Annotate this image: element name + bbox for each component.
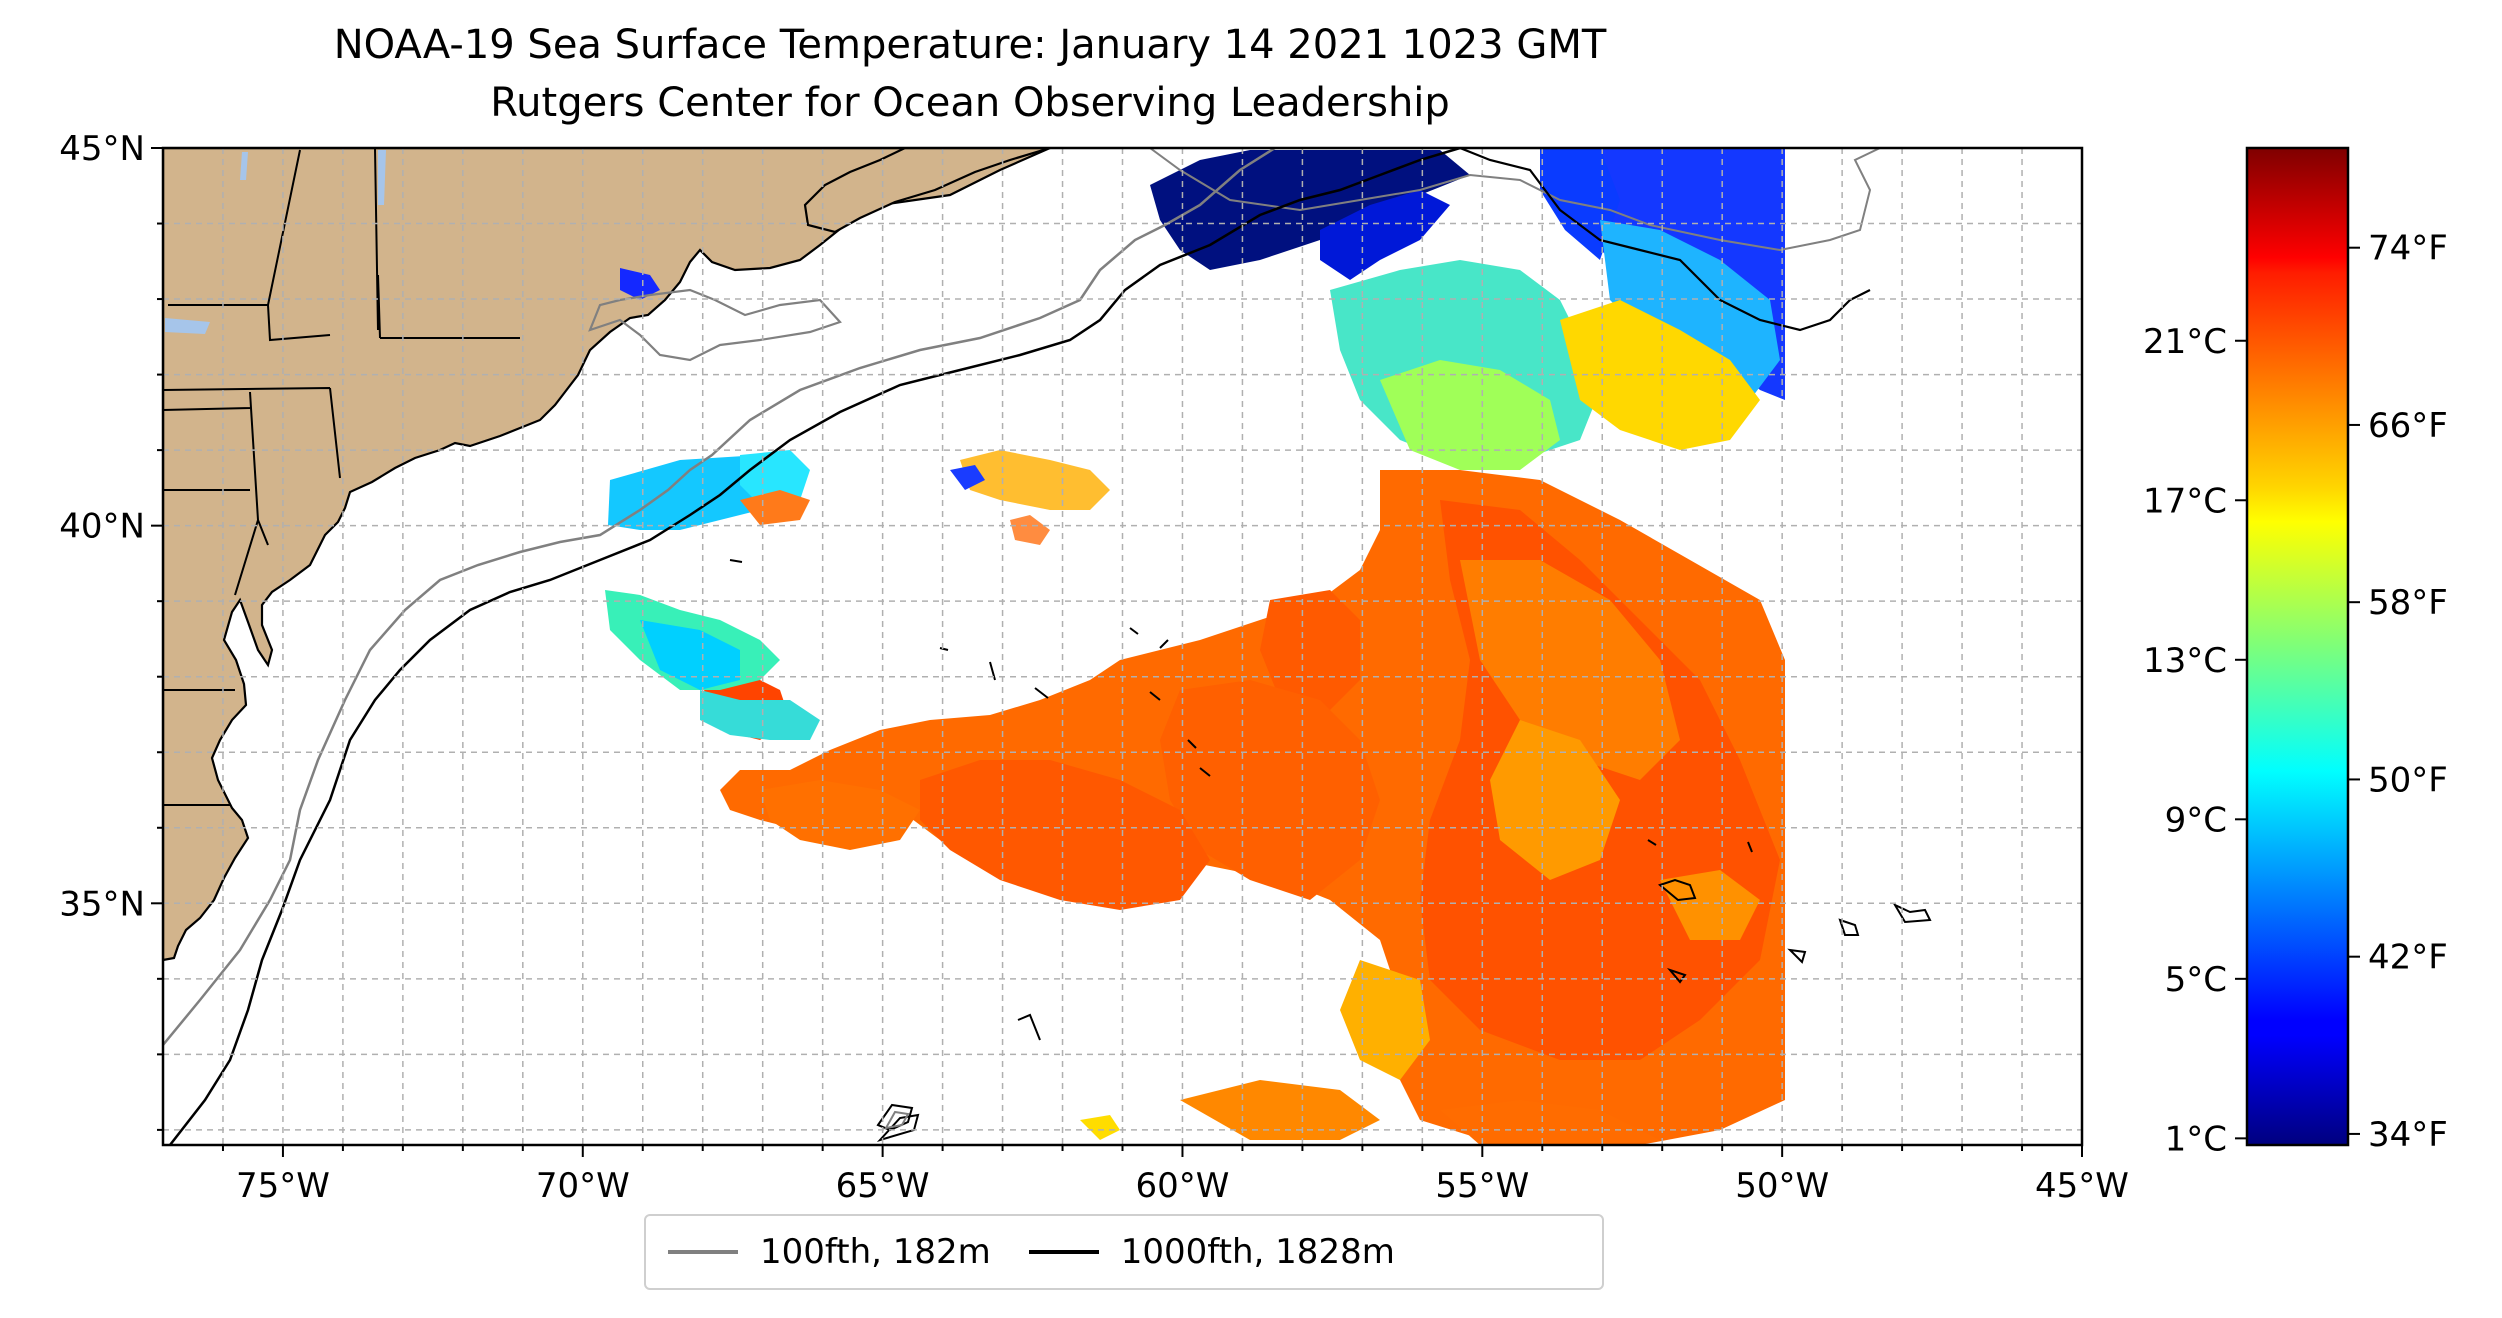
sst-patch	[1160, 680, 1380, 900]
legend: 100fth, 182m 1000fth, 1828m	[644, 1214, 1604, 1290]
colorbar-gradient	[2245, 146, 2350, 1147]
land-us-east-coast	[163, 148, 1051, 962]
map-subtitle: Rutgers Center for Ocean Observing Leade…	[490, 80, 1450, 126]
sst-patch	[640, 620, 740, 690]
legend-swatch-100fth	[668, 1250, 738, 1254]
isobath-100fth	[588, 288, 842, 362]
land-nova-scotia	[803, 148, 1051, 234]
colorbar-label-f: 58°F	[2368, 583, 2448, 623]
sst-patch	[1490, 720, 1620, 880]
map-ticks: 75°W 70°W 65°W 60°W 55°W 50°W 45°W 45°N 40°N 35°N	[59, 129, 2129, 1206]
seamount	[876, 1103, 920, 1142]
legend-label-1000fth: 1000fth, 1828m	[1120, 1232, 1395, 1272]
sst-patch	[950, 465, 985, 490]
lon-tick-label: 75°W	[236, 1166, 330, 1206]
colorbar-label-c: 5°C	[2165, 960, 2227, 1000]
sst-patch	[1010, 515, 1050, 545]
colorbar-label-f: 34°F	[2368, 1115, 2448, 1155]
lat-tick-label: 45°N	[59, 129, 145, 169]
isobath-100fth	[163, 148, 1276, 1046]
sst-patch	[1600, 220, 1780, 400]
lake	[378, 150, 386, 205]
seamount	[729, 559, 1932, 1041]
colorbar-label-f: 66°F	[2368, 406, 2448, 446]
lon-tick-label: 50°W	[1735, 1166, 1829, 1206]
lon-tick-label: 65°W	[836, 1166, 930, 1206]
lat-tick-label: 40°N	[59, 507, 145, 547]
colorbar-ticks: 34°F 42°F 50°F 58°F 66°F 74°F 1°C 5°C 9°C 13°C 17°…	[2143, 229, 2448, 1160]
colorbar-label-c: 21°C	[2143, 322, 2227, 362]
sst-patch	[1380, 360, 1560, 470]
colorbar-label-c: 17°C	[2143, 481, 2227, 521]
lon-tick-label: 70°W	[536, 1166, 630, 1206]
sst-patch	[1440, 1100, 1660, 1145]
isobath-1000fth	[1459, 148, 1871, 332]
sst-patch	[700, 690, 820, 740]
sst-patch	[960, 450, 1110, 510]
colorbar-label-f: 42°F	[2368, 938, 2448, 978]
colorbar-label-f: 50°F	[2368, 760, 2448, 800]
isobath-1000fth	[169, 148, 1461, 1145]
sst-patch	[620, 268, 660, 300]
sst-patch	[1180, 1080, 1380, 1140]
sst-patch	[920, 760, 1210, 910]
sst-patch	[760, 780, 920, 850]
colorbar-label-c: 13°C	[2143, 641, 2227, 681]
legend-swatch-1000fth	[1028, 1250, 1099, 1254]
sst-data	[605, 148, 1785, 1145]
legend-entry-1000fth: 1000fth, 1828m	[1028, 1232, 1395, 1272]
seamount	[884, 1110, 910, 1130]
sst-patch	[1660, 870, 1760, 940]
legend-entry-100fth: 100fth, 182m	[668, 1232, 991, 1272]
sst-patch	[1260, 590, 1360, 720]
lake	[240, 152, 248, 180]
sst-patch	[1320, 190, 1450, 280]
sst-patch	[740, 490, 810, 525]
map-title: NOAA-19 Sea Surface Temperature: January…	[333, 22, 1607, 68]
colorbar-label-f: 74°F	[2368, 229, 2448, 269]
graticule	[163, 148, 2082, 1145]
sst-patch	[1460, 560, 1680, 780]
sst-patch	[1080, 1115, 1120, 1140]
colorbar-label-c: 9°C	[2165, 800, 2227, 840]
state-borders	[163, 148, 520, 806]
lake	[165, 318, 210, 334]
lon-tick-label: 55°W	[1435, 1166, 1529, 1206]
lat-tick-label: 35°N	[59, 884, 145, 924]
lon-tick-label: 60°W	[1136, 1166, 1230, 1206]
colorbar-label-c: 1°C	[2165, 1119, 2227, 1159]
legend-label-100fth: 100fth, 182m	[760, 1232, 991, 1272]
lon-tick-label: 45°W	[2035, 1166, 2129, 1206]
